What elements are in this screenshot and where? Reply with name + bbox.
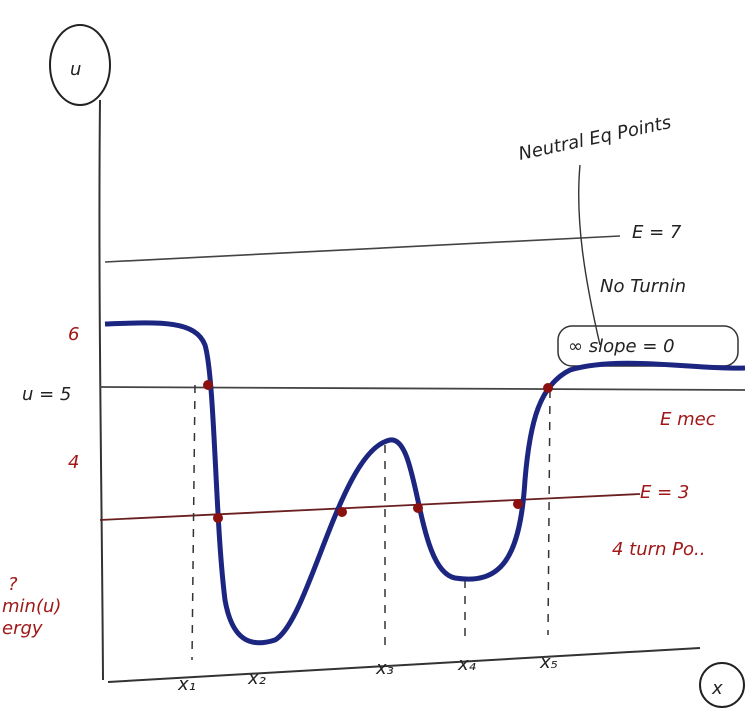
x-label-circle <box>699 662 745 708</box>
energy-label: E = 3 <box>640 482 689 503</box>
energy-note: No Turnin <box>600 276 686 297</box>
energy-line <box>99 386 746 391</box>
turning-points <box>203 380 553 523</box>
annotation: ergy <box>2 618 43 639</box>
x-label: x₁ <box>177 674 196 695</box>
x-axis-label: x <box>711 678 723 699</box>
y-label: 6 <box>68 324 79 345</box>
x-label: x₂ <box>247 668 266 689</box>
annotation: ? <box>8 574 18 595</box>
energy-note: 4 turn Po.. <box>612 539 705 560</box>
energy-line <box>104 235 621 263</box>
x-label: x₅ <box>539 652 558 673</box>
energy-label: E = 7 <box>632 222 682 243</box>
y-axis-label: u <box>70 59 81 80</box>
x-label: x₃ <box>375 658 394 679</box>
guide-lines <box>191 384 551 661</box>
x-axis <box>107 647 701 683</box>
x-label: x₄ <box>457 654 477 675</box>
y-label-circle <box>49 24 111 106</box>
annotation: min(u) <box>2 596 61 617</box>
annotation-arrow <box>578 164 601 346</box>
y-label: 4 <box>68 452 79 473</box>
annotation: ∞ slope = 0 <box>568 336 675 357</box>
y-label: u = 5 <box>22 384 71 405</box>
energy-line <box>99 493 641 521</box>
y-axis <box>98 99 104 681</box>
annotation: Neutral Eq Points <box>517 112 673 165</box>
energy-label: E mec <box>660 409 716 430</box>
